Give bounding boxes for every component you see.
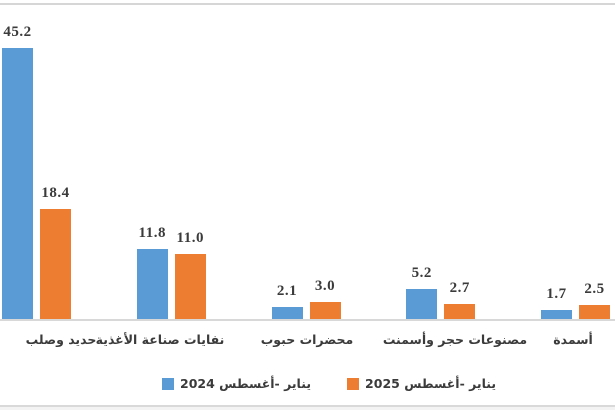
value-label-series0-cat0: 45.2 xyxy=(3,24,32,40)
bar-series0-cat3 xyxy=(406,289,438,320)
legend-swatch-2024-icon xyxy=(162,378,174,390)
category-label-3: مصنوعات حجر وأسمنت xyxy=(382,332,528,347)
value-label-series1-cat1: 11.0 xyxy=(176,230,204,246)
legend-label-2024: يناير -أغسطس 2024 xyxy=(180,376,312,391)
value-label-series1-cat2: 3.0 xyxy=(314,278,336,294)
value-label-series0-cat1: 11.8 xyxy=(138,225,166,241)
bottom-band xyxy=(0,407,615,410)
bar-series1-cat4 xyxy=(579,305,610,320)
legend-item-2025: يناير -أغسطس 2025 xyxy=(347,376,496,391)
value-label-series1-cat4: 2.5 xyxy=(584,281,605,297)
value-label-series0-cat2: 2.1 xyxy=(276,283,298,299)
category-label-2: محضرات حبوب xyxy=(260,332,354,347)
x-axis-line xyxy=(0,319,615,321)
bar-series1-cat1 xyxy=(174,254,206,320)
value-label-series1-cat3: 2.7 xyxy=(449,280,470,296)
top-border-line xyxy=(0,3,615,5)
bar-series1-cat0 xyxy=(40,209,71,320)
value-label-series0-cat4: 1.7 xyxy=(546,286,567,302)
bar-series0-cat4 xyxy=(541,310,572,320)
legend-item-2024: يناير -أغسطس 2024 xyxy=(162,376,311,391)
bar-series0-cat0 xyxy=(2,48,33,320)
bar-series0-cat2 xyxy=(271,307,303,320)
legend-swatch-2025-icon xyxy=(347,378,360,390)
category-label-0: حديد وصلب xyxy=(25,332,97,347)
value-label-series1-cat0: 18.4 xyxy=(41,185,70,201)
value-label-series0-cat3: 5.2 xyxy=(411,265,432,281)
bar-series1-cat2 xyxy=(309,302,341,320)
bar-series1-cat3 xyxy=(444,304,476,320)
legend-label-2025: يناير -أغسطس 2025 xyxy=(365,376,497,391)
plot-area: 45.2 18.4 11.8 11.0 2.1 3.0 5.2 2.7 1.7 2.5 xyxy=(2,24,610,320)
category-label-4: أسمدة xyxy=(553,332,593,347)
bottom-border-line xyxy=(0,405,615,407)
legend: يناير -أغسطس 2024 يناير -أغسطس 2025 xyxy=(162,376,496,391)
category-label-1: نفايات صناعة الأغذية xyxy=(95,332,225,347)
bar-series0-cat1 xyxy=(136,249,168,320)
